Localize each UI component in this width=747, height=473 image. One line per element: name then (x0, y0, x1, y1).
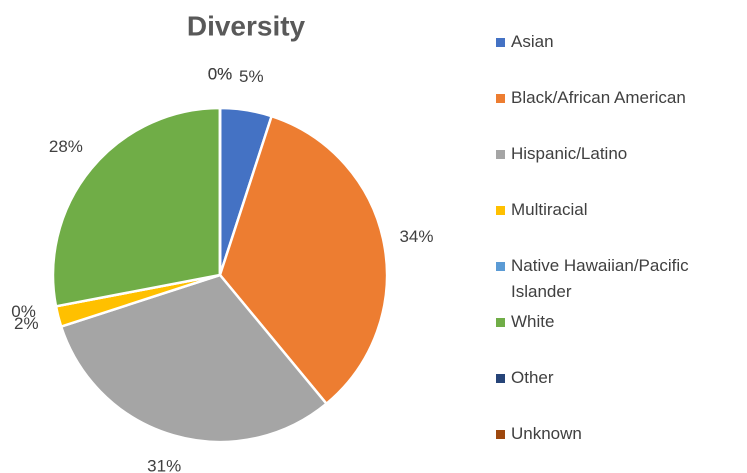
data-label: 0% (208, 64, 233, 83)
legend-label: Asian (511, 32, 554, 51)
pie-slice (59, 273, 329, 444)
legend-swatch (496, 150, 505, 159)
pie-slice (51, 106, 222, 308)
legend-swatch (496, 38, 505, 47)
legend-item: Asian (496, 29, 746, 55)
legend-swatch (496, 206, 505, 215)
legend-item: Black/African American (496, 85, 746, 111)
data-label: 28% (49, 137, 83, 156)
data-label: 0% (11, 302, 36, 321)
legend-item: Other (496, 365, 746, 391)
legend-item: Multiracial (496, 197, 746, 223)
legend-item: Hispanic/Latino (496, 141, 746, 167)
data-label: 31% (147, 457, 181, 473)
legend-item: White (496, 309, 746, 335)
legend-label: Black/African American (511, 88, 686, 107)
data-label: 34% (399, 227, 433, 246)
legend-label: Unknown (511, 424, 582, 443)
legend-label: White (511, 312, 555, 331)
chart-title: Diversity (187, 10, 306, 41)
legend-label: Other (511, 368, 554, 387)
legend-swatch (496, 318, 505, 327)
legend-swatch (496, 94, 505, 103)
legend-swatch (496, 262, 505, 271)
legend-label: Multiracial (511, 200, 588, 219)
data-label: 2% (14, 314, 39, 333)
legend-item: Native Hawaiian/Pacific Islander (496, 253, 746, 305)
legend-label: Hispanic/Latino (511, 144, 628, 163)
legend-label: Native Hawaiian/Pacific Islander (511, 256, 689, 301)
data-label: 5% (239, 67, 264, 86)
legend-item: Unknown (496, 421, 746, 447)
data-label: 0% (208, 64, 233, 83)
legend-swatch (496, 374, 505, 383)
legend-swatch (496, 430, 505, 439)
pie-slice (218, 114, 389, 406)
